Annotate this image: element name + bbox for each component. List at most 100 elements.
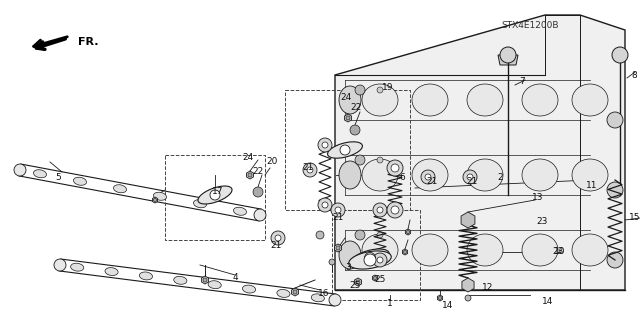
Polygon shape — [344, 114, 351, 122]
Circle shape — [350, 125, 360, 135]
Circle shape — [377, 87, 383, 93]
Circle shape — [322, 202, 328, 208]
Ellipse shape — [234, 207, 246, 215]
Text: STX4E1200B: STX4E1200B — [501, 20, 559, 29]
Text: 20: 20 — [266, 158, 278, 167]
Text: 14: 14 — [442, 300, 454, 309]
Text: 23: 23 — [536, 218, 548, 226]
Ellipse shape — [339, 161, 361, 189]
Ellipse shape — [362, 159, 398, 191]
Circle shape — [307, 167, 313, 173]
Circle shape — [607, 252, 623, 268]
Text: 3: 3 — [345, 263, 351, 272]
Circle shape — [340, 145, 350, 155]
Ellipse shape — [154, 192, 166, 200]
Circle shape — [391, 206, 399, 214]
Circle shape — [438, 296, 442, 300]
Circle shape — [373, 203, 387, 217]
Circle shape — [465, 295, 471, 301]
Circle shape — [336, 246, 340, 250]
Circle shape — [318, 198, 332, 212]
Polygon shape — [351, 249, 389, 267]
Circle shape — [612, 47, 628, 63]
Text: FR.: FR. — [78, 37, 99, 47]
Circle shape — [391, 164, 399, 172]
Circle shape — [322, 142, 328, 148]
Circle shape — [374, 277, 376, 279]
Text: 14: 14 — [542, 298, 554, 307]
Ellipse shape — [311, 294, 324, 302]
Ellipse shape — [243, 285, 255, 293]
Ellipse shape — [467, 84, 503, 116]
Circle shape — [377, 257, 383, 263]
Ellipse shape — [572, 159, 608, 191]
Ellipse shape — [522, 159, 558, 191]
Circle shape — [335, 207, 341, 213]
Text: 21: 21 — [467, 177, 477, 187]
FancyArrowPatch shape — [36, 39, 65, 49]
Text: 25: 25 — [374, 276, 386, 285]
Circle shape — [303, 163, 317, 177]
Ellipse shape — [277, 289, 290, 297]
Polygon shape — [335, 244, 342, 252]
Text: 10: 10 — [554, 248, 566, 256]
Circle shape — [253, 187, 263, 197]
Polygon shape — [246, 171, 253, 179]
Ellipse shape — [572, 234, 608, 266]
Polygon shape — [328, 142, 362, 158]
Ellipse shape — [74, 177, 86, 185]
Circle shape — [203, 278, 207, 282]
Circle shape — [377, 207, 383, 213]
Text: 24: 24 — [243, 153, 253, 162]
Ellipse shape — [467, 159, 503, 191]
Polygon shape — [292, 288, 298, 296]
Text: 22: 22 — [350, 103, 362, 113]
Circle shape — [406, 231, 410, 234]
Circle shape — [355, 85, 365, 95]
Text: 16: 16 — [318, 288, 330, 298]
Ellipse shape — [54, 259, 66, 271]
Text: 2: 2 — [497, 174, 503, 182]
Polygon shape — [498, 55, 518, 65]
Ellipse shape — [70, 263, 84, 271]
Text: 13: 13 — [532, 194, 544, 203]
Circle shape — [373, 253, 387, 267]
Circle shape — [355, 155, 365, 165]
Ellipse shape — [33, 170, 47, 178]
Polygon shape — [462, 278, 474, 292]
Text: 11: 11 — [586, 181, 598, 189]
Ellipse shape — [467, 234, 503, 266]
Circle shape — [607, 112, 623, 128]
Text: 22: 22 — [252, 167, 264, 176]
Circle shape — [275, 235, 281, 241]
Ellipse shape — [140, 272, 152, 280]
Polygon shape — [198, 186, 232, 204]
Circle shape — [356, 280, 360, 284]
Text: 5: 5 — [55, 174, 61, 182]
Circle shape — [463, 170, 477, 184]
Circle shape — [154, 198, 157, 202]
Circle shape — [425, 174, 431, 180]
Circle shape — [364, 254, 376, 266]
Text: 7: 7 — [519, 78, 525, 86]
Ellipse shape — [254, 209, 266, 221]
Polygon shape — [355, 278, 362, 286]
Polygon shape — [403, 249, 408, 255]
Ellipse shape — [362, 234, 398, 266]
Ellipse shape — [572, 84, 608, 116]
Ellipse shape — [173, 276, 187, 284]
Polygon shape — [461, 212, 475, 228]
Circle shape — [318, 138, 332, 152]
Text: 15: 15 — [628, 213, 640, 222]
Text: 19: 19 — [382, 84, 394, 93]
Polygon shape — [202, 276, 209, 284]
Circle shape — [271, 231, 285, 245]
Ellipse shape — [522, 234, 558, 266]
Text: 25: 25 — [349, 280, 361, 290]
Circle shape — [329, 259, 335, 265]
Ellipse shape — [522, 84, 558, 116]
Text: 8: 8 — [631, 70, 637, 79]
Text: 21: 21 — [332, 213, 344, 222]
Text: 21: 21 — [270, 241, 282, 249]
Ellipse shape — [14, 164, 26, 176]
